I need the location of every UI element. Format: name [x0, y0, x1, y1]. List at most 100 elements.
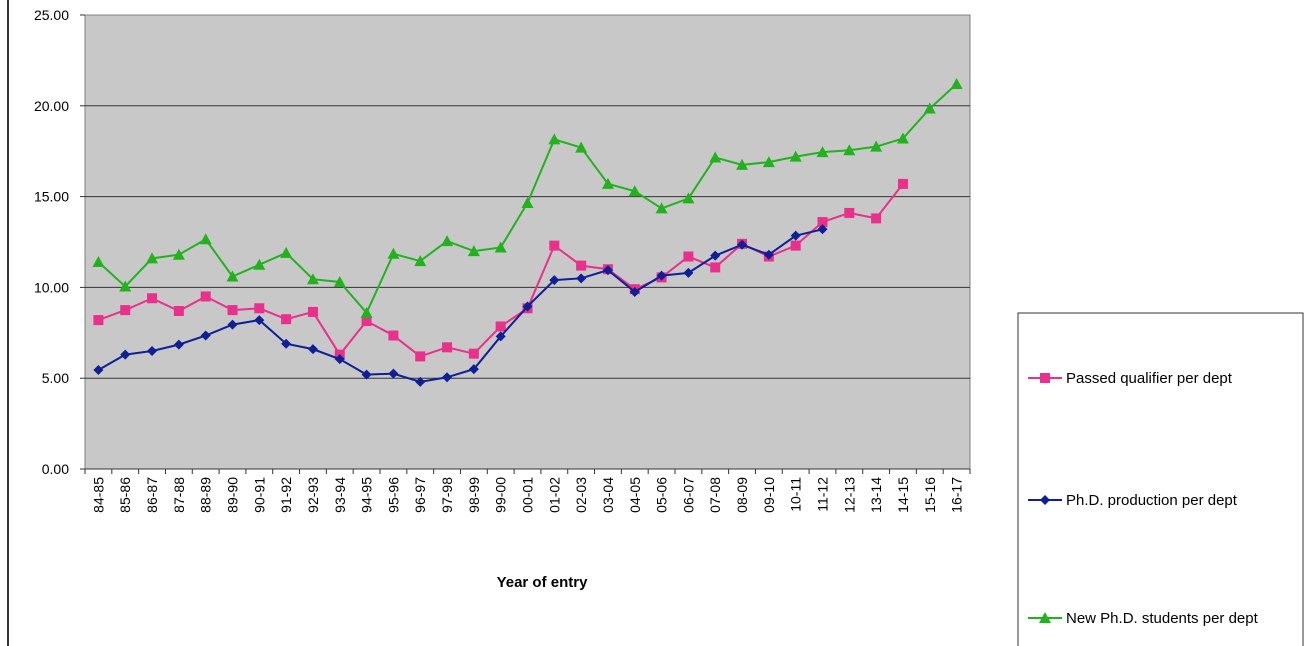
- axes: 0.00 5.00 10.00 15.00 20.00 25.00 84-85 85-86 86…: [34, 7, 971, 513]
- data-point: [468, 364, 479, 375]
- data-point: [736, 158, 749, 170]
- data-point: [710, 250, 721, 261]
- x-tick-label: 09-10: [761, 477, 777, 513]
- data-point: [120, 305, 131, 316]
- x-tick-label: 91-92: [278, 477, 294, 513]
- data-point: [93, 315, 104, 326]
- data-point: [576, 260, 587, 271]
- legend-entry: Ph.D. production per dept: [1028, 492, 1238, 509]
- data-point: [173, 339, 184, 350]
- x-tick-label: 06-07: [680, 477, 696, 513]
- x-tick-label: 92-93: [305, 477, 321, 513]
- data-point: [576, 273, 587, 284]
- data-point: [173, 306, 184, 317]
- x-tick-label: 07-08: [707, 477, 723, 513]
- y-tick-label: 5.00: [42, 370, 69, 386]
- x-tick-label: 16-17: [949, 477, 965, 513]
- data-point: [93, 365, 104, 376]
- x-axis-title: Year of entry: [497, 574, 589, 591]
- data-point: [871, 213, 882, 224]
- series-group: [92, 78, 963, 387]
- data-point: [414, 255, 427, 267]
- data-point: [415, 351, 426, 362]
- data-point: [656, 270, 667, 281]
- x-tick-label: 96-97: [412, 477, 428, 513]
- x-tick-label: 95-96: [385, 477, 401, 513]
- data-point: [790, 230, 801, 241]
- data-point: [200, 291, 211, 302]
- data-point: [763, 249, 774, 260]
- x-tick-label: 86-87: [144, 477, 160, 513]
- series-1: [93, 224, 828, 387]
- x-tick-label: 98-99: [466, 477, 482, 513]
- x-tick-label: 87-88: [171, 477, 187, 513]
- data-point: [361, 315, 372, 326]
- data-point: [442, 342, 453, 353]
- legend-marker: [1040, 495, 1050, 505]
- x-tick-label: 12-13: [841, 477, 857, 513]
- data-point: [92, 255, 105, 267]
- data-point: [817, 224, 828, 235]
- data-point: [253, 258, 266, 270]
- legend-label: Passed qualifier per dept: [1066, 370, 1233, 387]
- data-point: [281, 314, 292, 325]
- x-tick-label: 01-02: [546, 477, 562, 513]
- data-point: [817, 217, 828, 228]
- legend: [1017, 312, 1304, 646]
- x-tick-label: 13-14: [868, 477, 884, 513]
- data-point: [789, 150, 802, 162]
- data-point: [147, 345, 158, 356]
- x-tick-label: 11-12: [815, 477, 831, 512]
- data-point: [897, 178, 908, 189]
- x-tick-label: 93-94: [332, 477, 348, 513]
- data-point: [467, 245, 480, 257]
- y-tick-label: 0.00: [42, 461, 69, 477]
- data-point: [147, 293, 158, 304]
- y-tick-label: 10.00: [34, 279, 69, 295]
- data-point: [415, 376, 426, 387]
- data-point: [602, 265, 613, 276]
- data-point: [307, 306, 318, 317]
- data-point: [199, 233, 212, 245]
- x-tick-label: 04-05: [627, 477, 643, 513]
- data-point: [950, 78, 963, 90]
- data-point: [521, 196, 534, 208]
- data-point: [226, 270, 239, 282]
- legend-entries: Passed qualifier per dept Ph.D. productio…: [1028, 370, 1259, 627]
- data-point: [120, 349, 131, 360]
- x-tick-label: 10-11: [788, 477, 804, 512]
- data-point: [172, 248, 185, 260]
- x-tick-label: 94-95: [359, 477, 375, 513]
- data-point: [629, 286, 640, 297]
- y-tick-label: 15.00: [34, 189, 69, 205]
- data-point: [549, 240, 560, 251]
- data-point: [522, 301, 533, 312]
- legend-marker: [1039, 612, 1051, 623]
- data-point: [227, 305, 238, 316]
- data-point: [655, 202, 668, 214]
- data-point: [843, 144, 856, 156]
- data-point: [682, 192, 695, 204]
- x-tick-label: 97-98: [439, 477, 455, 513]
- x-tick-label: 00-01: [520, 477, 536, 513]
- legend-label: New Ph.D. students per dept: [1066, 610, 1259, 627]
- data-point: [548, 133, 561, 145]
- y-tick-label: 25.00: [34, 7, 69, 23]
- x-tick-label: 02-03: [573, 477, 589, 513]
- data-point: [870, 140, 883, 152]
- legend-marker: [1040, 373, 1050, 383]
- x-tick-label: 85-86: [117, 477, 133, 513]
- data-point: [468, 348, 479, 359]
- data-point: [306, 273, 319, 285]
- x-tick-label: 88-89: [198, 477, 214, 513]
- x-tick-label: 14-15: [895, 477, 911, 513]
- data-point: [683, 251, 694, 262]
- data-point: [334, 354, 345, 365]
- data-point: [119, 280, 132, 292]
- legend-label: Ph.D. production per dept: [1066, 492, 1238, 509]
- data-point: [254, 303, 265, 314]
- x-tick-label: 05-06: [654, 477, 670, 513]
- x-tick-label: 15-16: [922, 477, 938, 513]
- data-point: [441, 235, 454, 247]
